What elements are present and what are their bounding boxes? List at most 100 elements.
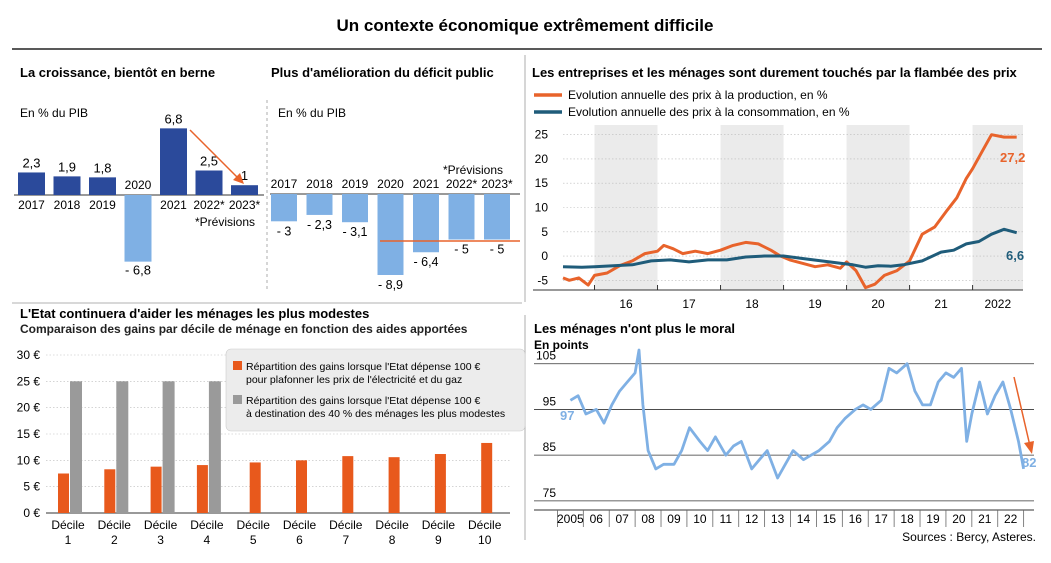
deciles-bar-orange-2 [150,466,162,513]
prices-ytick-2: 15 [535,176,549,190]
deciles-legend-grey-line2: à destination des 40 % des ménages les p… [246,408,505,420]
morale-ytick-2: 85 [543,440,557,454]
deficit-value-label-1: - 2,3 [307,218,332,232]
deciles-category-2-number: 3 [157,533,164,547]
growth-chart-ylabel: En % du PIB [20,106,88,120]
deciles-category-8-word: Décile [422,518,456,532]
deciles-chart-subtitle: Comparaison des gains par décile de ména… [20,322,468,336]
morale-xtick-7: 12 [745,512,759,526]
growth-bar-2 [89,177,116,195]
deciles-legend-box [225,348,526,432]
morale-xtick-13: 18 [900,512,914,526]
morale-xtick-6: 11 [720,512,733,526]
deciles-legend-orange-line2: pour plafonner les prix de l'électricité… [246,374,462,386]
deciles-category-2-word: Décile [144,518,178,532]
deciles-category-8-number: 9 [435,533,442,547]
deciles-category-6-number: 7 [342,533,349,547]
deciles-bar-orange-1 [104,469,116,513]
morale-xtick-0: 2005 [557,512,584,526]
deciles-bar-orange-8 [434,454,446,513]
prices-xtick-2: 18 [745,297,759,311]
morale-start-label: 97 [560,408,574,423]
deficit-chart-title: Plus d'amélioration du déficit public [271,65,494,80]
morale-xtick-1: 06 [590,512,604,526]
morale-xtick-5: 10 [693,512,707,526]
deciles-category-7-number: 8 [389,533,396,547]
deciles-legend-swatch-grey [233,395,242,404]
morale-xtick-14: 19 [926,512,940,526]
growth-value-label-5: 2,5 [200,154,218,169]
deficit-bar-5 [448,194,475,240]
deciles-category-5-word: Décile [283,518,317,532]
growth-bar-0 [18,172,45,195]
growth-trend-arrow [189,129,241,181]
deficit-value-label-2: - 3,1 [342,225,367,239]
deciles-bar-grey-0 [70,381,82,513]
growth-bar-3 [124,195,152,262]
deciles-bar-orange-3 [196,465,208,513]
growth-value-label-0: 2,3 [22,155,40,170]
deciles-bar-orange-7 [388,457,400,513]
prices-ytick-0: 25 [535,128,549,142]
deciles-ytick-3: 15 € [17,427,41,441]
morale-xtick-4: 09 [667,512,681,526]
morale-xtick-16: 21 [978,512,992,526]
morale-xtick-2: 07 [615,512,629,526]
morale-ytick-0: 105 [536,349,556,363]
deciles-bar-grey-2 [162,381,175,513]
deficit-bar-3 [377,194,404,275]
deciles-bar-grey-3 [208,381,221,513]
prices-xtick-4: 20 [871,297,885,311]
sources: Sources : Bercy, Asteres. [902,530,1036,544]
growth-category-3: 2020 [125,178,152,192]
deciles-legend-grey-line1: Répartition des gains lorsque l'Etat dép… [246,395,480,407]
growth-bar-5 [195,170,223,195]
morale-xtick-10: 15 [823,512,837,526]
growth-bar-1 [53,176,81,195]
deficit-chart: Plus d'amélioration du déficit public En… [270,65,520,292]
growth-bar-6 [231,185,258,195]
morale-arrow-head [1024,441,1034,454]
prices-ytick-1: 20 [535,152,549,166]
deficit-bar-4 [413,194,439,253]
morale-xtick-15: 20 [952,512,966,526]
growth-note: *Prévisions [195,215,255,229]
deciles-bar-orange-6 [342,456,354,513]
prices-ytick-5: 0 [541,249,548,263]
prices-xtick-1: 17 [682,297,696,311]
morale-trend-arrow [1013,376,1031,447]
growth-category-5: 2022* [193,198,225,212]
growth-category-6: 2023* [229,198,261,212]
deficit-value-label-3: - 8,9 [378,278,403,292]
deciles-ytick-0: 30 € [17,348,41,362]
production-end-label: 27,2 [1000,150,1025,165]
growth-category-2: 2019 [89,198,116,212]
growth-chart: La croissance, bientôt en berne En % du … [14,65,264,278]
growth-arrow-head [233,173,244,184]
production-price-line [562,133,1017,290]
deficit-bar-6 [484,194,510,240]
deciles-legend-swatch-orange [233,361,242,370]
deciles-category-5-number: 6 [296,533,303,547]
deficit-chart-ylabel: En % du PIB [278,106,346,120]
deficit-value-label-4: - 6,4 [413,255,438,269]
deciles-category-4-number: 5 [250,533,257,547]
prices-ytick-4: 5 [541,225,548,239]
deciles-bar-orange-9 [481,442,493,513]
consumer-price-line [562,227,1018,269]
deciles-ytick-6: 0 € [23,506,40,520]
morale-xtick-17: 22 [1004,512,1018,526]
deficit-bar-0 [271,194,297,222]
deficit-value-label-0: - 3 [277,224,292,238]
growth-category-0: 2017 [18,198,45,212]
deciles-chart-title: L'Etat continuera d'aider les ménages le… [20,306,369,321]
prices-xtick-5: 21 [934,297,948,311]
deficit-category-6: 2023* [481,177,513,191]
prices-xtick-6: 2022 [984,297,1011,311]
deciles-chart: L'Etat continuera d'aider les ménages le… [17,306,526,547]
prices-xtick-0: 16 [619,297,633,311]
morale-xtick-12: 17 [875,512,889,526]
deficit-bar-1 [306,194,333,215]
deficit-value-label-5: - 5 [454,243,469,257]
